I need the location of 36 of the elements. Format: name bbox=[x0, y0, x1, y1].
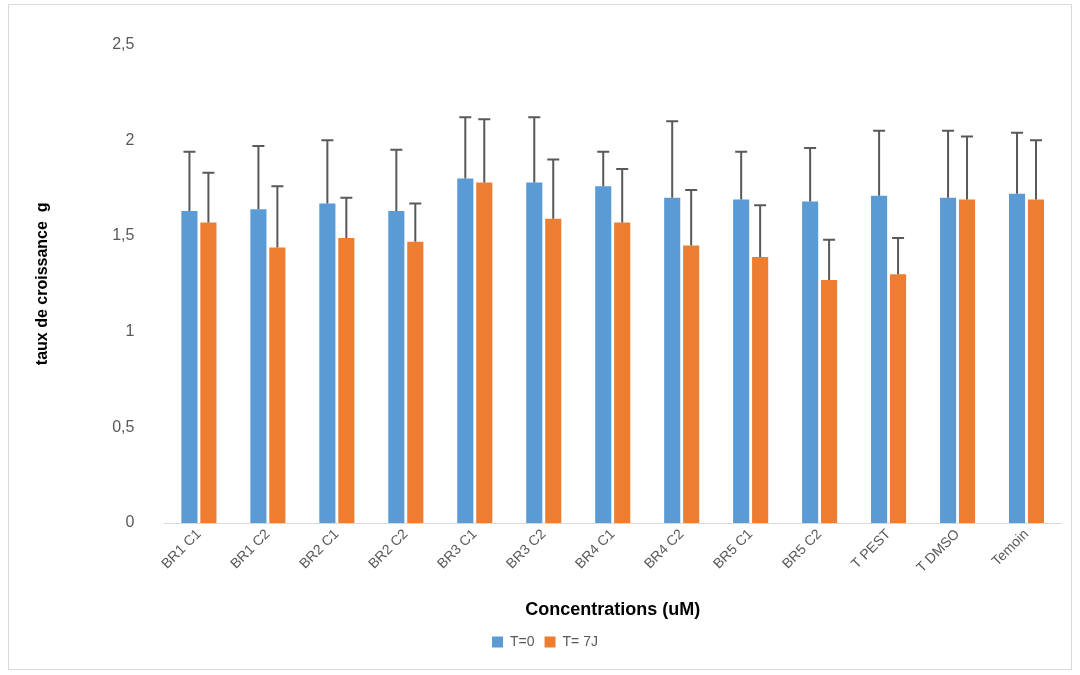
bar bbox=[958, 199, 976, 524]
bar bbox=[890, 274, 907, 524]
bar bbox=[407, 241, 424, 524]
bar bbox=[802, 201, 819, 524]
y-tick-label: 1 bbox=[125, 322, 135, 340]
bar bbox=[664, 197, 681, 524]
bar bbox=[476, 182, 493, 524]
bar bbox=[200, 222, 217, 524]
y-tick-label: 1,5 bbox=[112, 226, 135, 244]
bar bbox=[733, 199, 750, 524]
bar bbox=[871, 195, 888, 524]
bar bbox=[526, 182, 543, 524]
bar bbox=[545, 218, 562, 524]
x-axis-title: Concentrations (uM) bbox=[525, 599, 701, 620]
bar bbox=[752, 257, 769, 524]
bar bbox=[1008, 193, 1026, 524]
bar bbox=[1027, 199, 1045, 524]
bar bbox=[250, 209, 267, 524]
legend-label: T=0 bbox=[510, 632, 535, 649]
bar bbox=[457, 178, 474, 524]
bar bbox=[269, 247, 286, 524]
bar bbox=[181, 211, 198, 524]
bar bbox=[319, 203, 336, 524]
y-tick-label: 0,5 bbox=[112, 417, 135, 435]
bar bbox=[683, 245, 700, 524]
bar bbox=[940, 197, 957, 524]
y-axis-title: taux de croissance g bbox=[33, 202, 51, 366]
bar bbox=[595, 186, 612, 524]
y-tick-label: 0 bbox=[125, 513, 135, 531]
legend-label: T= 7J bbox=[562, 632, 598, 649]
bar bbox=[614, 222, 631, 524]
y-tick-label: 2,5 bbox=[112, 35, 135, 53]
bar bbox=[821, 279, 838, 524]
bar bbox=[338, 237, 355, 524]
bar bbox=[388, 211, 405, 524]
y-tick-label: 2 bbox=[125, 130, 135, 148]
